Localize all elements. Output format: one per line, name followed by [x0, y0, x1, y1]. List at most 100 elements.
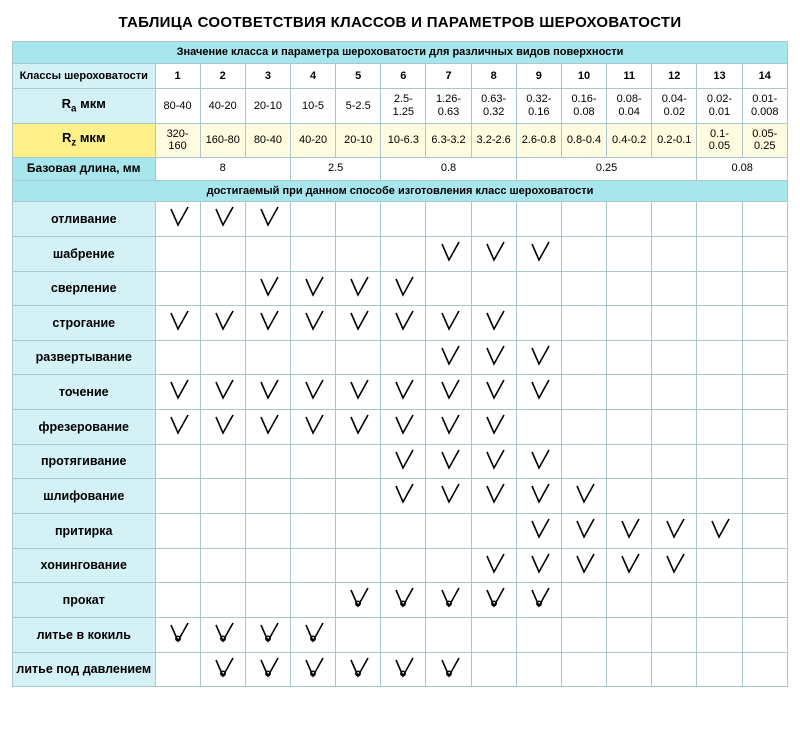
roughness-mark-icon [619, 518, 639, 540]
roughness-mark-icon [439, 345, 459, 367]
process-cell [516, 514, 561, 549]
process-cell [561, 202, 606, 237]
process-cell [561, 375, 606, 410]
roughness-mark-icon [574, 483, 594, 505]
roughness-mark-icon [213, 206, 233, 228]
process-cell [426, 375, 471, 410]
process-cell [381, 617, 426, 652]
process-cell [516, 202, 561, 237]
roughness-mark-icon [168, 414, 188, 436]
roughness-mark-icon [529, 241, 549, 263]
class-col-10: 10 [561, 63, 606, 89]
process-cell [607, 236, 652, 271]
process-cell [697, 410, 742, 445]
roughness-mark-icon [303, 276, 323, 298]
process-cell [607, 410, 652, 445]
process-cell [290, 202, 335, 237]
process-cell [200, 479, 245, 514]
process-cell [471, 583, 516, 618]
process-cell [742, 271, 787, 306]
process-cell [155, 479, 200, 514]
process-cell [155, 583, 200, 618]
process-cell [742, 444, 787, 479]
process-cell [742, 410, 787, 445]
process-cell [200, 548, 245, 583]
process-cell [742, 375, 787, 410]
process-label: хонингование [13, 548, 156, 583]
rz-cell: 0.8-0.4 [561, 123, 606, 157]
process-cell [426, 444, 471, 479]
process-cell [426, 548, 471, 583]
process-cell [381, 410, 426, 445]
process-cell [561, 479, 606, 514]
page-title: ТАБЛИЦА СООТВЕТСТВИЯ КЛАССОВ И ПАРАМЕТРО… [12, 14, 788, 31]
process-cell [742, 617, 787, 652]
roughness-mark-icon [619, 553, 639, 575]
rz-cell: 0.05-0.25 [742, 123, 787, 157]
process-cell [697, 202, 742, 237]
process-cell [607, 617, 652, 652]
process-cell [245, 617, 290, 652]
process-cell [697, 617, 742, 652]
process-cell [516, 548, 561, 583]
process-cell [697, 583, 742, 618]
process-cell [471, 548, 516, 583]
process-label: точение [13, 375, 156, 410]
process-cell [471, 410, 516, 445]
process-cell [652, 340, 697, 375]
roughness-mark-icon [393, 587, 413, 609]
roughness-mark-icon [348, 587, 368, 609]
process-cell [245, 444, 290, 479]
process-cell [426, 271, 471, 306]
process-cell [426, 652, 471, 687]
process-cell [336, 202, 381, 237]
process-cell [245, 479, 290, 514]
roughness-mark-icon [664, 518, 684, 540]
process-cell [290, 617, 335, 652]
process-cell [471, 236, 516, 271]
process-cell [381, 548, 426, 583]
process-cell [290, 479, 335, 514]
process-cell [290, 340, 335, 375]
process-cell [516, 444, 561, 479]
roughness-mark-icon [529, 449, 549, 471]
roughness-mark-icon [484, 587, 504, 609]
process-cell [697, 548, 742, 583]
process-cell [245, 340, 290, 375]
base-length-value: 8 [155, 157, 290, 180]
process-cell [742, 514, 787, 549]
roughness-mark-icon [529, 483, 549, 505]
process-cell [561, 410, 606, 445]
roughness-mark-icon [393, 449, 413, 471]
process-cell [290, 271, 335, 306]
process-cell [381, 236, 426, 271]
roughness-mark-icon [258, 310, 278, 332]
roughness-mark-icon [393, 483, 413, 505]
process-cell [200, 652, 245, 687]
process-cell [426, 514, 471, 549]
base-length-value: 0.8 [381, 157, 516, 180]
process-label: шабрение [13, 236, 156, 271]
process-cell [426, 202, 471, 237]
process-cell [697, 340, 742, 375]
process-cell [697, 271, 742, 306]
ra-cell: 0.01-0.008 [742, 89, 787, 123]
process-cell [516, 271, 561, 306]
process-cell [516, 306, 561, 341]
process-cell [245, 514, 290, 549]
process-cell [200, 236, 245, 271]
process-cell [742, 236, 787, 271]
process-label: литье в кокиль [13, 617, 156, 652]
process-cell [742, 306, 787, 341]
roughness-mark-icon [213, 310, 233, 332]
roughness-mark-icon [529, 518, 549, 540]
ra-cell: 80-40 [155, 89, 200, 123]
rz-label: Rz мкм [13, 123, 156, 157]
process-label: притирка [13, 514, 156, 549]
process-cell [652, 410, 697, 445]
process-cell [336, 548, 381, 583]
rz-cell: 320-160 [155, 123, 200, 157]
rz-cell: 20-10 [336, 123, 381, 157]
process-cell [652, 271, 697, 306]
process-cell [200, 306, 245, 341]
